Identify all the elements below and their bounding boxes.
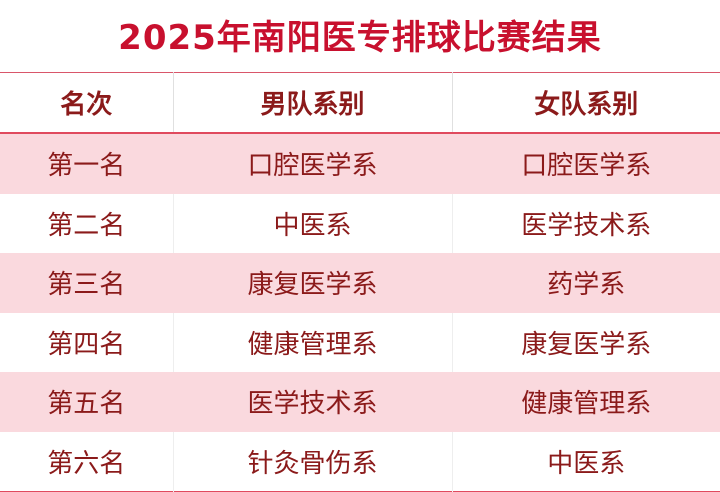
men-team-cell: 健康管理系: [172, 312, 452, 372]
table-row: 第六名 针灸骨伤系 中医系: [0, 431, 720, 492]
women-team-cell: 健康管理系: [451, 372, 720, 432]
men-team-cell: 针灸骨伤系: [172, 431, 452, 492]
women-team-cell: 中医系: [451, 431, 720, 492]
rank-cell: 第一名: [47, 151, 126, 182]
table-row: 第四名 健康管理系 康复医学系: [0, 312, 720, 372]
table-row: 第三名 康复医学系 药学系: [0, 253, 720, 313]
header-women-team: 女队系别: [451, 72, 720, 133]
rank-cell: 第五名: [47, 389, 126, 420]
table-header-row: 名次 男队系别 女队系别: [0, 72, 720, 133]
women-team-cell: 口腔医学系: [451, 133, 720, 194]
rank-cell: 第二名: [47, 210, 126, 241]
men-team-cell: 口腔医学系: [172, 133, 452, 194]
results-table: 名次 男队系别 女队系别 第一名 口腔医学系 口腔医学系 第二名 中医系 医学技术系 第三名…: [0, 72, 720, 492]
rank-cell: 第六名: [47, 448, 126, 479]
men-team-cell: 中医系: [172, 193, 452, 253]
rank-cell: 第三名: [47, 270, 126, 301]
table-row: 第五名 医学技术系 健康管理系: [0, 372, 720, 432]
header-rank: 名次: [60, 90, 113, 120]
table-row: 第一名 口腔医学系 口腔医学系: [0, 133, 720, 194]
men-team-cell: 医学技术系: [172, 372, 452, 432]
rank-cell: 第四名: [47, 329, 126, 360]
page-title: 2025年南阳医专排球比赛结果: [118, 18, 602, 58]
table-row: 第二名 中医系 医学技术系: [0, 193, 720, 253]
women-team-cell: 药学系: [451, 253, 720, 313]
header-men-team: 男队系别: [172, 72, 452, 133]
men-team-cell: 康复医学系: [172, 253, 452, 313]
women-team-cell: 康复医学系: [451, 312, 720, 372]
women-team-cell: 医学技术系: [451, 193, 720, 253]
